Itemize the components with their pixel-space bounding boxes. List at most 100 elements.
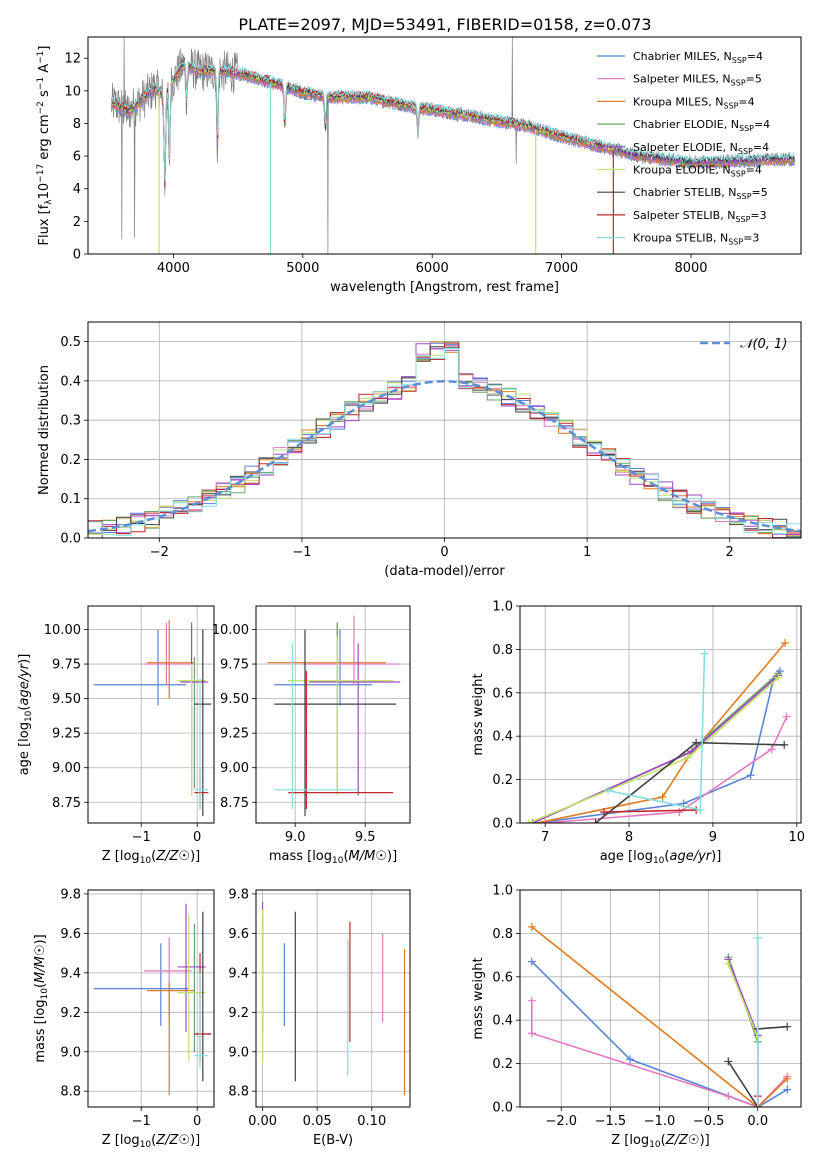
label-part: 10 <box>649 1140 661 1150</box>
weight-marker-kroupa_miles <box>781 638 790 647</box>
label-part: 10 <box>37 183 52 200</box>
legend-label-kroupa_elodie: Kroupa ELODIE, NSSP=4 <box>633 164 762 179</box>
label-part: SSP <box>735 215 750 224</box>
age_vs_mass-frame <box>255 605 411 824</box>
label-part: =3 <box>750 209 766 222</box>
age_vs_mass-xtick-label: 9.5 <box>355 830 376 845</box>
weight-marker-salpeter_miles <box>782 712 791 721</box>
legend-label-chabrier_elodie: Chabrier ELODIE, NSSP=4 <box>633 118 770 133</box>
label-part: =5 <box>752 186 768 199</box>
label-part: SSP <box>728 238 743 247</box>
label-part: =4 <box>738 95 754 108</box>
weight_vs_age-xtick-label: 8 <box>625 830 633 845</box>
mass_vs_Z-ylabel: mass [log10(M/M☉)] <box>33 934 50 1062</box>
mass_vs_ebv-ytick-label: 9.0 <box>228 1045 249 1060</box>
label-part: Flux [f <box>37 204 52 245</box>
mass_vs_ebv-ytick-label: 9.6 <box>228 927 249 942</box>
weight-marker-kroupa_elodie <box>724 959 733 968</box>
mass_vs_ebv-ytick-label: 8.8 <box>228 1085 249 1100</box>
weight-marker-chabrier_miles <box>626 1055 635 1064</box>
label-part: mass [log <box>33 999 48 1062</box>
label-part: ( <box>17 706 32 711</box>
label-part: Chabrier STELIB, N <box>633 186 737 199</box>
weight_vs_Z-xlabel: Z [log10(Z/Z☉)] <box>611 1133 709 1150</box>
age_vs_Z-xlabel: Z [log10(Z/Z☉)] <box>102 849 200 866</box>
weight_vs_age-xtick-label: 10 <box>789 830 806 845</box>
label-part: Z/Z☉ <box>155 849 190 864</box>
label-part: ( <box>661 1133 666 1148</box>
residuals-ytick-label: 0.1 <box>60 492 81 507</box>
mass_vs_Z-xtick-label: −1 <box>132 1114 151 1129</box>
label-part: SSP <box>731 170 746 179</box>
weight_vs_Z-xtick-label: −1.0 <box>644 1114 676 1129</box>
spectrum-ytick-label: 2 <box>73 215 81 230</box>
age_vs_mass-ytick-label: 9.50 <box>220 692 249 707</box>
weight_vs_Z-xtick-label: −2.0 <box>545 1114 577 1129</box>
mass_vs_ebv-xtick-label: 0.05 <box>303 1114 332 1129</box>
residuals-ytick-label: 0.3 <box>60 414 81 429</box>
weight_vs_Z-panel: −2.0 −1.5 −1.0 −0.5 0.0 0.0 0.2 0.4 0.6 0.8 1.0 Z [… <box>471 884 802 1150</box>
label-part: 10 <box>140 856 152 866</box>
label-part: 10 <box>140 1140 152 1150</box>
weight-line-salpeter_miles <box>545 716 788 823</box>
weight-marker-kroupa_miles <box>783 1074 792 1083</box>
label-part: )] <box>190 849 200 864</box>
label-part: SSP <box>732 56 747 65</box>
weight-line-salpeter_stelib <box>603 809 697 813</box>
label-part: =3 <box>743 232 759 245</box>
label-part: SSP <box>723 101 738 110</box>
residual-hist-kroupa_stelib <box>88 348 801 536</box>
label-part: )] <box>700 1133 710 1148</box>
label-part: Salpeter ELODIE, N <box>633 141 738 154</box>
label-part: Z [log <box>102 849 140 864</box>
label-part: 10 <box>24 710 34 722</box>
age_vs_mass-ytick-label: 9.75 <box>220 658 249 673</box>
legend-label-gaussian: 𝒩(0, 1) <box>740 337 787 352</box>
age_vs_Z-frame <box>87 605 215 824</box>
weight-line-chabrier_miles <box>536 670 781 823</box>
label-part: λ <box>44 199 54 205</box>
weight_vs_age-ytick-label: 0.6 <box>492 686 513 701</box>
weight-marker-salpeter_elodie <box>528 819 537 823</box>
age_vs_mass-ytick-label: 9.25 <box>220 727 249 742</box>
label-part: 10 <box>40 988 50 1000</box>
label-part: 10 <box>653 856 665 866</box>
weight-marker-salpeter_miles <box>724 1092 733 1101</box>
weight_vs_age-plot-area <box>524 638 791 823</box>
mass_vs_Z-plot-area <box>93 903 212 1096</box>
spectrum-xtick-label: 5000 <box>286 261 319 276</box>
label-part: =4 <box>754 118 770 131</box>
weight-marker-chabrier_stelib <box>780 740 789 749</box>
label-part: M/M☉ <box>349 849 387 864</box>
gaussian-curve <box>88 380 801 533</box>
label-part: Salpeter STELIB, N <box>633 209 735 222</box>
weight-marker-chabrier_stelib <box>783 1022 792 1031</box>
spectrum-xtick-label: 8000 <box>674 261 707 276</box>
mass_vs_Z-ytick-label: 9.2 <box>60 1006 81 1021</box>
age_vs_mass-ytick-label: 9.00 <box>220 761 249 776</box>
age_vs_Z-xtick-label: 0 <box>193 830 201 845</box>
weight-marker-salpeter_miles <box>541 819 550 823</box>
weight-marker-kroupa_stelib <box>753 933 762 942</box>
label-part: Z [log <box>102 1133 140 1148</box>
residuals-panel: −2 −1 0 1 2 0.0 0.1 0.2 0.3 0.4 0.5 (data-model)/er… <box>37 321 802 579</box>
weight_vs_Z-xtick-label: −0.5 <box>693 1114 725 1129</box>
residual-hist-salpeter_stelib <box>88 342 801 538</box>
age_vs_Z-xtick-label: −1 <box>132 830 151 845</box>
residuals-ytick-label: 0.4 <box>60 374 81 389</box>
age_vs_mass-xlabel: mass [log10(M/M☉)] <box>269 849 397 866</box>
age_vs_Z-plot-area <box>93 619 212 817</box>
weight_vs_age-ytick-label: 0.8 <box>492 643 513 658</box>
weight-marker-kroupa_stelib <box>700 649 709 658</box>
label-part: SSP <box>737 192 752 201</box>
label-part: Kroupa STELIB, N <box>633 232 728 245</box>
weight-line-kroupa_elodie <box>727 963 759 1038</box>
weight-line-chabrier_miles <box>531 961 788 1107</box>
weight_vs_age-ytick-label: 0.2 <box>492 773 513 788</box>
residuals-xtick-label: −2 <box>150 545 169 560</box>
spectrum-xtick-label: 4000 <box>157 261 190 276</box>
weight-marker-chabrier_miles <box>527 957 536 966</box>
legend-label-kroupa_stelib: Kroupa STELIB, NSSP=3 <box>633 232 759 247</box>
